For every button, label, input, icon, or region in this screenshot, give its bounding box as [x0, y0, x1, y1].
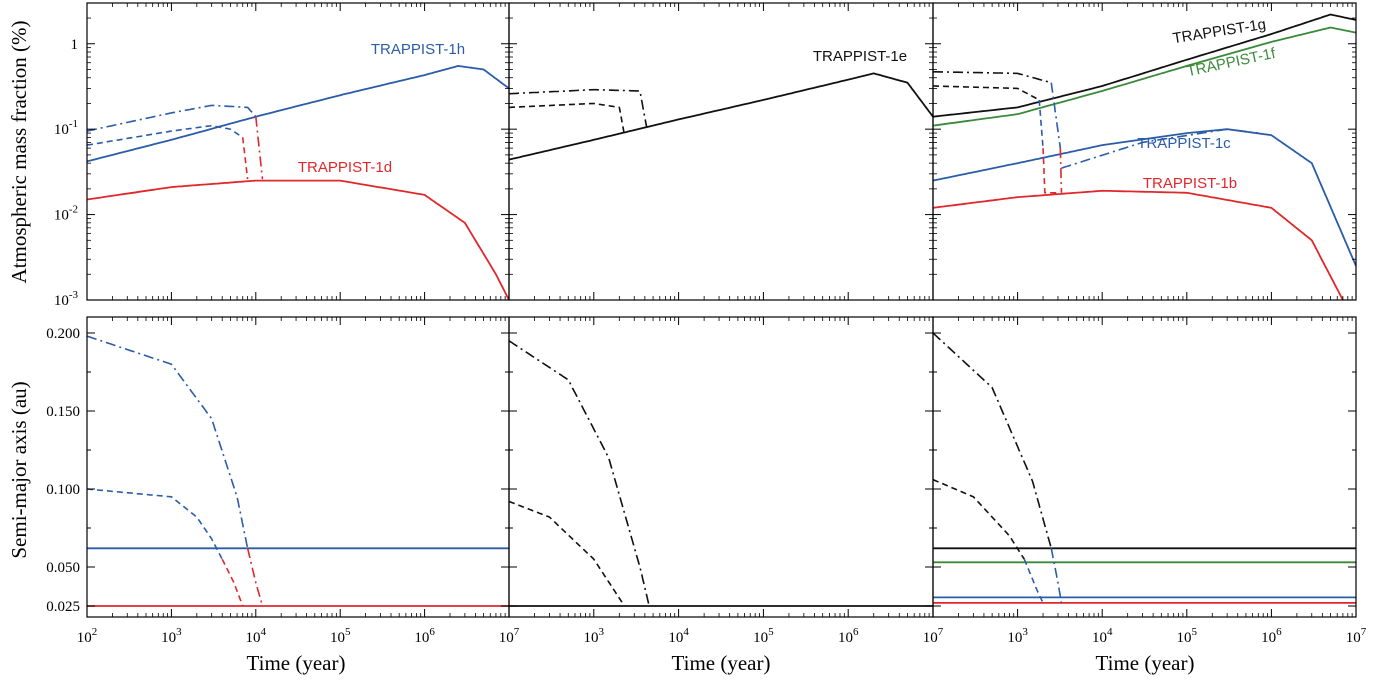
- panels: TRAPPIST-1h TRAPPIST-1d TRAPPIST-1e TRAPPIS…: [46, 2, 1367, 646]
- x-tick-label: 103: [1007, 626, 1028, 646]
- series-line-red-dashdot: [255, 116, 264, 180]
- series-group: [509, 72, 933, 161]
- series-group: [87, 65, 509, 300]
- x-tick-label: 105: [330, 626, 351, 646]
- y-tick-label: 0.100: [46, 482, 80, 498]
- x-tick-label: 107: [923, 626, 944, 646]
- plot-frame: [86, 316, 510, 618]
- axes-text: Atmospheric mass fraction (%) Semi-major…: [7, 20, 1194, 675]
- series-line-red-dashed: [1042, 148, 1059, 194]
- xlabel-middle: Time (year): [672, 651, 771, 675]
- series-line-blue-dashdot: [87, 104, 257, 132]
- series-line-red-solid: [87, 179, 509, 300]
- x-tick-label: 106: [1261, 626, 1282, 646]
- series-group: [933, 332, 1356, 604]
- series-line-blue-solid: [933, 128, 1356, 267]
- series-group: [509, 340, 933, 607]
- series-label-trappist-1h: TRAPPIST-1h: [371, 41, 465, 58]
- x-tick-label: 102: [77, 626, 98, 646]
- series-line-black-solid: [509, 72, 933, 161]
- x-tick-labels: 102 103 104 105 106 107 103 104 105 106 107 103 104 1…: [77, 626, 1367, 646]
- series-line-blue-dashdot: [1050, 548, 1063, 604]
- series-line-blue-dashdot: [87, 335, 249, 549]
- x-tick-label: 103: [161, 626, 182, 646]
- x-tick-label: 107: [1346, 626, 1367, 646]
- series-line-blue-dashdot: [1061, 128, 1259, 169]
- series-line-black-dashdot: [509, 88, 648, 128]
- series-line-black-solid: [933, 13, 1356, 118]
- y-tick-label: 10-3: [54, 289, 79, 309]
- x-tick-label: 107: [499, 626, 520, 646]
- series-label-trappist-1b: TRAPPIST-1b: [1143, 175, 1237, 192]
- panel-bottom-right: [932, 316, 1357, 618]
- y-tick-label: 10-1: [54, 118, 78, 138]
- x-tick-label: 106: [414, 626, 435, 646]
- series-line-red-dashed: [241, 137, 249, 180]
- y-tick-label: 0.050: [46, 560, 80, 576]
- x-tick-label: 106: [838, 626, 859, 646]
- series-line-black-dashed: [509, 102, 626, 136]
- series-group: [933, 13, 1356, 300]
- series-line-black-dashed: [933, 478, 1025, 560]
- series-line-black-dashdot: [509, 340, 650, 607]
- series-line-blue-dashed: [1023, 558, 1044, 604]
- series-line-black-dashdot: [933, 332, 1053, 549]
- x-tick-label: 104: [668, 626, 689, 646]
- series-label-trappist-1f: TRAPPIST-1f: [1185, 45, 1277, 81]
- series-line-black-dashdot: [933, 71, 1052, 84]
- ylabel-top: Atmospheric mass fraction (%): [7, 20, 31, 283]
- series-group: [87, 335, 509, 607]
- y-tick-label: 10-2: [54, 204, 78, 224]
- panel-top-left: TRAPPIST-1h TRAPPIST-1d: [86, 2, 510, 301]
- y-tick-labels-top: 1 10-1 10-2 10-3: [54, 37, 79, 309]
- series-line-red-dashed: [221, 558, 244, 607]
- plot-frame: [508, 316, 934, 618]
- series-line-blue-dashdot: [1050, 82, 1062, 149]
- plot-frame: [932, 316, 1357, 618]
- panel-top-middle: TRAPPIST-1e: [508, 2, 934, 301]
- xlabel-left: Time (year): [247, 651, 346, 675]
- panel-bottom-left: [86, 316, 510, 618]
- x-tick-label: 103: [584, 626, 605, 646]
- y-tick-labels-bottom: 0.200 0.150 0.100 0.050 0.025: [46, 326, 80, 615]
- plot-frame: [932, 2, 1357, 301]
- series-line-green-solid: [933, 26, 1356, 127]
- series-label-trappist-1e: TRAPPIST-1e: [813, 48, 907, 65]
- x-tick-label: 105: [753, 626, 774, 646]
- series-line-black-dashed: [509, 500, 626, 607]
- y-tick-label: 0.025: [46, 599, 80, 615]
- series-line-black-dashed: [933, 85, 1040, 101]
- x-tick-label: 104: [1092, 626, 1113, 646]
- series-line-blue-solid: [87, 65, 509, 163]
- series-line-red-dashdot: [246, 548, 264, 607]
- series-line-red-dashdot: [1059, 148, 1063, 193]
- series-label-trappist-1g: TRAPPIST-1g: [1171, 16, 1267, 48]
- panel-bottom-middle: [508, 316, 934, 618]
- ylabel-bottom: Semi-major axis (au): [7, 381, 31, 558]
- series-label-trappist-1d: TRAPPIST-1d: [298, 159, 392, 176]
- xlabel-right: Time (year): [1096, 651, 1195, 675]
- series-line-blue-dashed: [1038, 99, 1044, 149]
- x-tick-label: 104: [246, 626, 267, 646]
- x-tick-label: 105: [1177, 626, 1198, 646]
- series-label-trappist-1c: TRAPPIST-1c: [1137, 135, 1231, 152]
- series-line-red-solid: [933, 189, 1344, 300]
- y-tick-label: 1: [71, 37, 79, 53]
- series-line-blue-dashed: [87, 488, 223, 560]
- y-tick-label: 0.150: [46, 404, 80, 420]
- y-tick-label: 0.200: [46, 326, 80, 342]
- series-line-blue-dashed: [87, 124, 244, 146]
